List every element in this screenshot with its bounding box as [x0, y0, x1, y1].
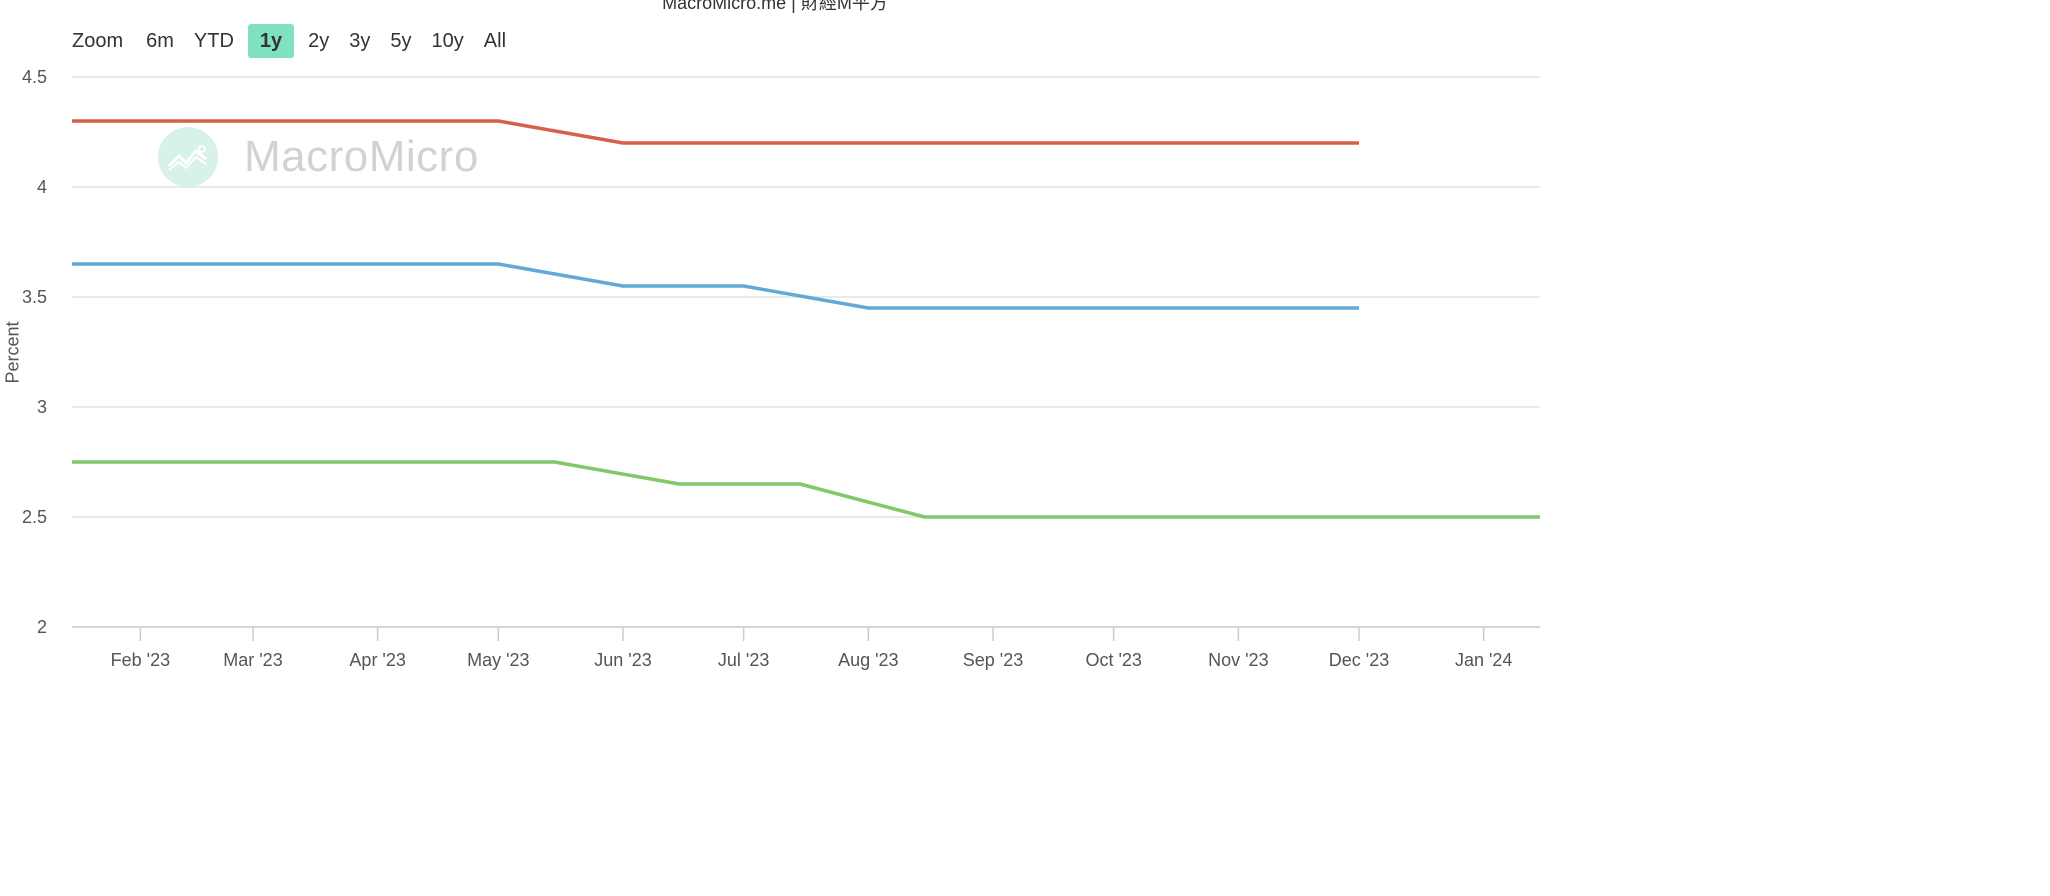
series-line-1[interactable] — [72, 119, 1359, 145]
x-tick-label: Jul '23 — [718, 650, 769, 670]
y-tick-label: 4.5 — [22, 67, 47, 87]
x-tick-label: Mar '23 — [223, 650, 282, 670]
chart-container: MacroMicro.me | 財經M平方 Zoom 6m YTD 1y 2y … — [3, 0, 1540, 670]
range-button-10y[interactable]: 10y — [431, 30, 464, 52]
series-line-3[interactable] — [72, 460, 1540, 519]
y-tick-label: 3.5 — [22, 287, 47, 307]
range-button-1y[interactable]: 1y — [247, 24, 295, 58]
y-axis: 2 2.5 3 3.5 4 4.5 — [22, 67, 47, 637]
x-tick-label: May '23 — [467, 650, 529, 670]
y-tick-label: 2.5 — [22, 507, 47, 527]
range-button-2y[interactable]: 2y — [308, 30, 330, 52]
x-tick-label: Dec '23 — [1329, 650, 1389, 670]
range-button-3y[interactable]: 3y — [349, 30, 371, 52]
series-line-2[interactable] — [72, 262, 1359, 310]
line-chart: 2 2.5 3 3.5 4 4.5 Feb '23 Mar '23 Apr '23 May '2… — [22, 67, 1540, 670]
x-tick-label: Nov '23 — [1208, 650, 1268, 670]
range-button-all[interactable]: All — [483, 30, 507, 52]
x-tick-label: Feb '23 — [111, 650, 170, 670]
y-tick-label: 2 — [37, 617, 47, 637]
x-tick-label: Apr '23 — [349, 650, 405, 670]
range-button-6m[interactable]: 6m — [146, 30, 174, 52]
chart-source-title: MacroMicro.me | 財經M平方 — [662, 0, 888, 13]
x-tick-label: Jun '23 — [594, 650, 651, 670]
zoom-label: Zoom — [72, 29, 124, 52]
y-tick-label: 4 — [37, 177, 47, 197]
grid-layer — [72, 76, 1540, 628]
range-button-ytd[interactable]: YTD — [193, 30, 234, 52]
range-selector: Zoom 6m YTD 1y 2y 3y 5y 10y All — [72, 24, 520, 58]
series-layer — [72, 119, 1540, 519]
x-axis: Feb '23 Mar '23 Apr '23 May '23 Jun '23 Jul '… — [72, 626, 1540, 670]
watermark-text: MacroMicro — [244, 132, 479, 181]
x-tick-label: Jan '24 — [1455, 650, 1512, 670]
x-tick-label: Sep '23 — [963, 650, 1024, 670]
x-tick-label: Oct '23 — [1085, 650, 1141, 670]
watermark-logo-icon — [158, 127, 218, 187]
y-tick-label: 3 — [37, 397, 47, 417]
x-tick-label: Aug '23 — [838, 650, 899, 670]
range-button-5y[interactable]: 5y — [390, 30, 412, 52]
watermark: MacroMicro — [158, 127, 479, 187]
